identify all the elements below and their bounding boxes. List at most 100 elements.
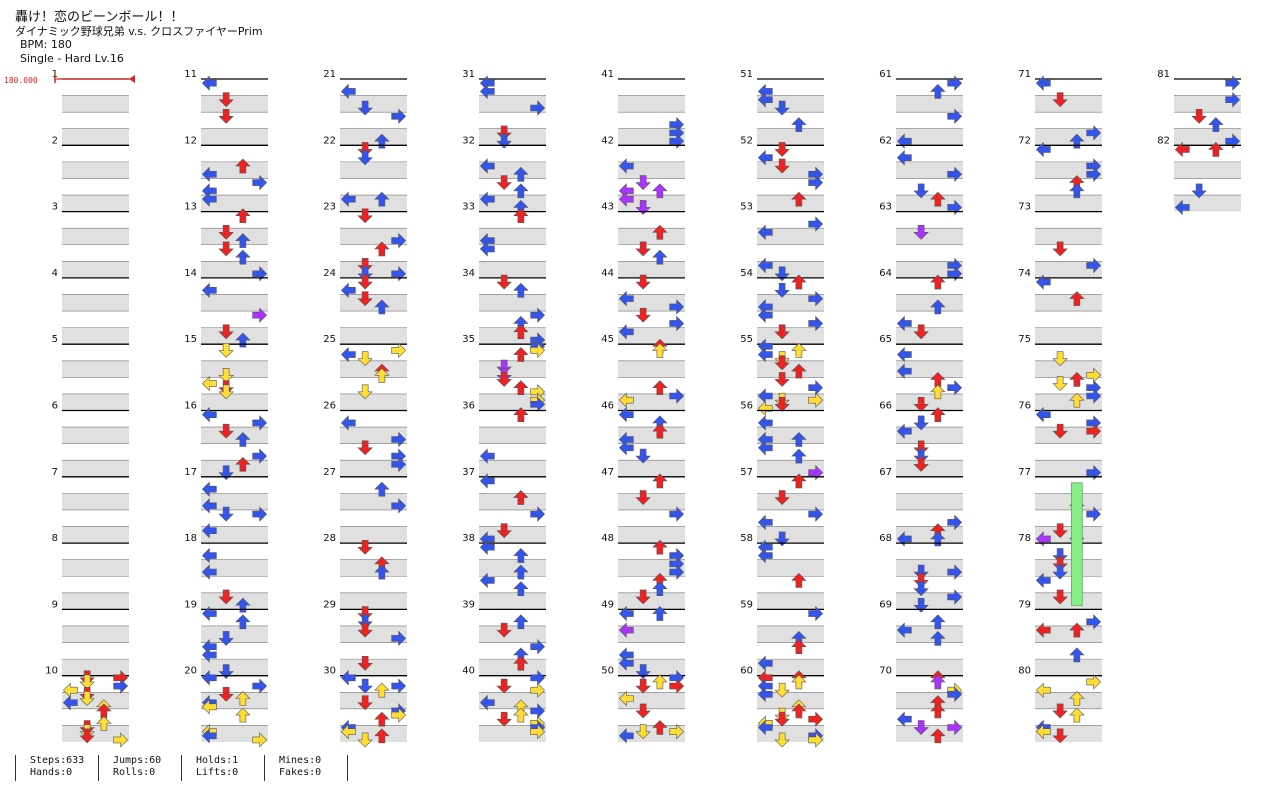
- note-arrow: [652, 342, 668, 358]
- note-arrow: [218, 241, 234, 257]
- measure-number: 66: [879, 401, 892, 412]
- measure-7: 7: [52, 467, 129, 544]
- measure-5: 5: [52, 334, 129, 411]
- beat-band: [896, 128, 963, 146]
- note-arrow: [618, 728, 634, 744]
- measure-71: 71: [1018, 69, 1102, 149]
- beat-band: [757, 592, 824, 610]
- measure-number: 81: [1157, 69, 1170, 80]
- measure-62: 62: [879, 135, 963, 216]
- note-arrow: [808, 216, 824, 232]
- note-arrow: [1035, 682, 1051, 698]
- beat-band: [479, 592, 546, 610]
- note-arrow: [357, 614, 373, 630]
- measure-32: 32: [462, 135, 546, 215]
- beat-band: [1035, 95, 1102, 113]
- beat-band: [340, 427, 407, 444]
- measure-number: 58: [740, 533, 753, 544]
- note-arrow: [913, 324, 929, 340]
- measure-number: 23: [323, 202, 336, 213]
- measure-number: 21: [323, 69, 336, 80]
- note-arrow: [1208, 117, 1224, 132]
- measure-44: 44: [601, 268, 685, 345]
- beat-band: [618, 294, 685, 312]
- beat-band: [757, 228, 824, 245]
- measure-37: 37: [462, 467, 546, 547]
- beat-band: [896, 427, 963, 444]
- note-arrow: [391, 498, 407, 514]
- note-arrow: [496, 175, 512, 191]
- beat-band: [618, 327, 685, 345]
- beat-band: [757, 294, 824, 312]
- beat-band: [201, 692, 268, 709]
- measure-27: 27: [323, 467, 407, 544]
- note-arrow: [374, 299, 390, 315]
- note-arrow: [530, 723, 546, 740]
- note-arrow: [930, 299, 946, 315]
- beat-band: [618, 360, 685, 378]
- beat-band: [62, 625, 129, 643]
- beat-band: [340, 526, 407, 544]
- note-arrow: [530, 100, 546, 116]
- note-arrow: [252, 448, 268, 464]
- note-arrow: [669, 678, 685, 694]
- beat-band: [479, 692, 546, 709]
- note-arrow: [791, 473, 807, 489]
- beat-band: [1035, 493, 1102, 510]
- note-arrow: [757, 91, 773, 108]
- beat-band: [618, 161, 685, 179]
- measure-14: 14: [184, 268, 268, 348]
- note-arrow: [513, 208, 529, 224]
- beat-band: [340, 493, 407, 510]
- measure-number: 78: [1018, 533, 1031, 544]
- beat-band: [618, 725, 685, 742]
- note-arrow: [652, 606, 668, 621]
- beat-band: [62, 327, 129, 345]
- note-arrow: [513, 324, 529, 340]
- note-arrow: [201, 191, 217, 207]
- beat-band: [618, 195, 685, 212]
- beat-band: [340, 725, 407, 742]
- beat-band: [1035, 161, 1102, 179]
- note-arrow: [896, 711, 912, 727]
- note-arrow: [218, 423, 234, 439]
- note-arrow: [1086, 257, 1102, 274]
- lifts-count: Lifts:0: [196, 767, 239, 778]
- note-arrow: [1035, 274, 1051, 290]
- note-arrow: [201, 375, 217, 392]
- note-arrow: [652, 183, 668, 199]
- note-arrow: [791, 432, 807, 447]
- note-arrow: [252, 506, 268, 522]
- note-arrow: [1052, 241, 1068, 257]
- measure-72: 72: [1018, 135, 1102, 212]
- note-arrow: [513, 282, 529, 298]
- note-arrow: [1191, 108, 1207, 124]
- measure-48: 48: [601, 533, 685, 610]
- note-arrow: [79, 691, 95, 706]
- note-arrow: [252, 415, 268, 431]
- note-arrow: [479, 572, 495, 589]
- note-arrow: [774, 372, 790, 387]
- note-arrow: [757, 686, 773, 703]
- beat-band: [340, 659, 407, 676]
- note-arrow: [218, 367, 234, 383]
- measure-66: 66: [879, 401, 963, 477]
- measure-54: 54: [740, 268, 824, 345]
- measure-number: 40: [462, 666, 475, 677]
- stats-group-mines: Mines:0 Fakes:0: [265, 755, 348, 781]
- beat-band: [201, 327, 268, 345]
- note-arrow: [1191, 183, 1207, 199]
- beat-band: [201, 659, 268, 676]
- measure-2: 2: [52, 135, 129, 212]
- measure-51: 51: [740, 69, 824, 146]
- note-arrow: [496, 372, 512, 387]
- measure-74: 74: [1018, 268, 1102, 345]
- measure-31: 31: [462, 69, 546, 149]
- note-arrow: [391, 431, 407, 448]
- note-arrow: [930, 614, 946, 630]
- note-arrow: [201, 166, 217, 183]
- note-arrow: [218, 384, 234, 400]
- note-arrow: [391, 232, 407, 249]
- beat-band: [479, 228, 546, 245]
- measure-number: 73: [1018, 202, 1031, 213]
